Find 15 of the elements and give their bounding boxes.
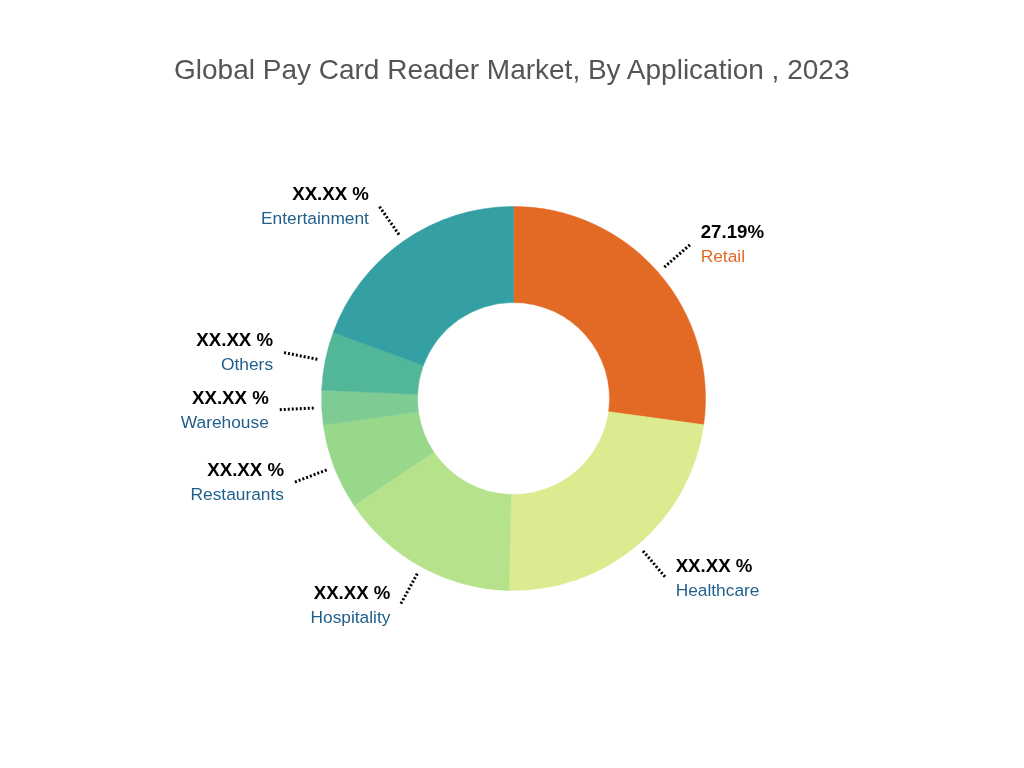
slice-label: Entertainment	[261, 207, 370, 228]
data-label: XX.XX %	[675, 554, 753, 576]
slice-label: Restaurants	[190, 484, 285, 505]
slice-label: Hospitality	[310, 606, 391, 627]
data-label: XX.XX %	[192, 386, 270, 408]
slice-label: Others	[221, 354, 274, 375]
slice-label: Retail	[700, 246, 746, 267]
data-label: XX.XX %	[313, 581, 391, 603]
data-label: XX.XX %	[292, 182, 370, 204]
data-label: XX.XX %	[207, 459, 285, 481]
slice-label: Healthcare	[675, 579, 760, 600]
slice-label: Warehouse	[180, 411, 269, 432]
data-label: 27.19%	[700, 221, 765, 243]
chart-title: Global Pay Card Reader Market, By Application , 2023	[173, 53, 850, 85]
data-label: XX.XX %	[196, 329, 274, 351]
